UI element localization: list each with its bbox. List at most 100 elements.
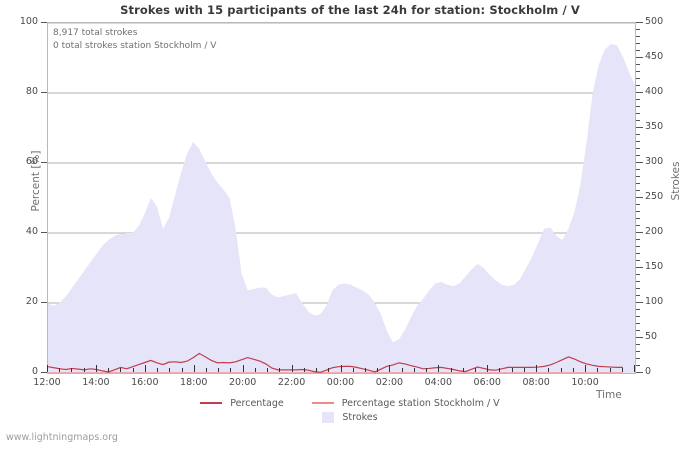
legend-label-percentage-station: Percentage station Stockholm / V (341, 397, 500, 409)
y-tick-mark-right-180 (636, 246, 640, 247)
y-tick-mark-left-0 (41, 372, 47, 373)
y-tick-mark-right-430 (636, 71, 640, 72)
y-tick-right-200: 200 (645, 226, 664, 237)
x-tick-label-2200: 22:00 (277, 377, 306, 388)
annotation-station-strokes: 0 total strokes station Stockholm / V (53, 41, 217, 51)
x-tick-label-1800: 18:00 (180, 377, 208, 388)
y-tick-mark-right-70 (636, 323, 640, 324)
y-tick-left-60: 60 (25, 156, 38, 167)
x-tick-label-0000: 00:00 (326, 377, 355, 388)
x-tick-mark-40 (536, 365, 538, 372)
y-tick-mark-right-480 (636, 36, 640, 37)
y-tick-mark-right-420 (636, 78, 640, 79)
x-tick-label-1200: 12:00 (33, 377, 61, 388)
footer-attribution: www.lightningmaps.org (6, 432, 118, 443)
x-tick-mark-6 (120, 368, 122, 372)
x-tick-mark-32 (438, 365, 440, 372)
y-tick-mark-right-400 (636, 92, 643, 93)
y-tick-left-0: 0 (31, 366, 38, 377)
y-tick-mark-right-490 (636, 29, 640, 30)
y-tick-left-100: 100 (19, 16, 38, 27)
legend-item-percentage-station[interactable]: Percentage station Stockholm / V (311, 397, 500, 409)
y-tick-right-50: 50 (645, 331, 658, 342)
x-tick-mark-28 (389, 365, 391, 372)
y-tick-mark-left-100 (41, 22, 47, 23)
x-tick-mark-23 (328, 368, 330, 372)
x-tick-mark-42 (560, 368, 562, 372)
x-tick-mark-48 (634, 365, 635, 372)
legend-item-strokes[interactable]: Strokes (322, 411, 378, 423)
y-tick-mark-right-130 (636, 281, 640, 282)
x-tick-label-0400: 04:00 (424, 377, 453, 388)
x-tick-label-0200: 02:00 (375, 377, 404, 388)
y-tick-mark-right-140 (636, 274, 640, 275)
x-tick-mark-43 (572, 368, 574, 372)
x-tick-mark-45 (597, 368, 599, 372)
x-tick-mark-5 (108, 368, 110, 372)
y-tick-mark-right-10 (636, 365, 640, 366)
legend-row-1: Percentage Percentage station Stockholm … (0, 396, 700, 410)
x-tick-mark-21 (303, 368, 305, 372)
y-tick-right-500: 500 (645, 16, 664, 27)
y-tick-right-250: 250 (645, 191, 664, 202)
y-tick-mark-right-240 (636, 204, 640, 205)
plot-svg (48, 23, 635, 373)
x-tick-mark-27 (377, 368, 379, 372)
x-tick-mark-41 (548, 368, 550, 372)
y-tick-mark-right-40 (636, 344, 640, 345)
x-tick-mark-10 (169, 368, 171, 372)
y-tick-mark-right-300 (636, 162, 643, 163)
y-tick-mark-right-410 (636, 85, 640, 86)
y-tick-mark-right-450 (636, 57, 643, 58)
x-tick-mark-7 (132, 368, 134, 372)
percentage-line-series (48, 352, 623, 373)
y-tick-mark-right-0 (636, 372, 643, 373)
x-tick-mark-17 (254, 368, 256, 372)
y-tick-mark-right-350 (636, 127, 643, 128)
y-tick-mark-right-360 (636, 120, 640, 121)
x-tick-mark-33 (450, 368, 452, 372)
x-tick-mark-12 (193, 365, 195, 372)
x-tick-mark-13 (205, 368, 207, 372)
y-tick-right-300: 300 (645, 156, 664, 167)
y-tick-mark-right-20 (636, 358, 640, 359)
x-tick-mark-26 (364, 368, 366, 372)
x-tick-label-0800: 08:00 (522, 377, 550, 388)
y-tick-mark-right-220 (636, 218, 640, 219)
legend-item-percentage[interactable]: Percentage (200, 397, 284, 409)
y-tick-mark-right-290 (636, 169, 640, 170)
x-tick-mark-3 (83, 368, 85, 372)
x-tick-mark-24 (340, 365, 342, 372)
y-tick-mark-right-330 (636, 141, 640, 142)
y-tick-mark-right-270 (636, 183, 640, 184)
x-tick-mark-0 (47, 365, 48, 372)
x-tick-mark-35 (475, 368, 477, 372)
y-tick-mark-left-20 (41, 302, 47, 303)
x-tick-label-1400: 14:00 (82, 377, 110, 388)
x-tick-mark-29 (401, 368, 403, 372)
y-tick-mark-right-340 (636, 134, 640, 135)
x-tick-mark-39 (523, 368, 525, 372)
y-tick-mark-right-230 (636, 211, 640, 212)
x-tick-mark-18 (267, 368, 269, 372)
y-tick-mark-right-160 (636, 260, 640, 261)
x-tick-mark-37 (499, 368, 501, 372)
x-tick-mark-20 (291, 365, 293, 372)
legend-label-percentage: Percentage (230, 397, 284, 409)
y-tick-mark-right-100 (636, 302, 643, 303)
x-tick-mark-47 (621, 368, 623, 372)
y-tick-mark-right-460 (636, 50, 640, 51)
x-tick-label-0600: 06:00 (473, 377, 501, 388)
plot-area (47, 22, 636, 374)
y-tick-left-40: 40 (25, 226, 38, 237)
y-tick-mark-right-500 (636, 22, 643, 23)
y-tick-mark-right-470 (636, 43, 640, 44)
strokes-area-series (48, 44, 635, 373)
legend-line-swatch-percentage (200, 402, 223, 404)
x-tick-mark-38 (511, 368, 513, 372)
y-tick-right-0: 0 (645, 366, 652, 377)
y-tick-mark-left-40 (41, 232, 47, 233)
y-tick-right-400: 400 (645, 86, 664, 97)
x-tick-label-2000: 20:00 (228, 377, 257, 388)
